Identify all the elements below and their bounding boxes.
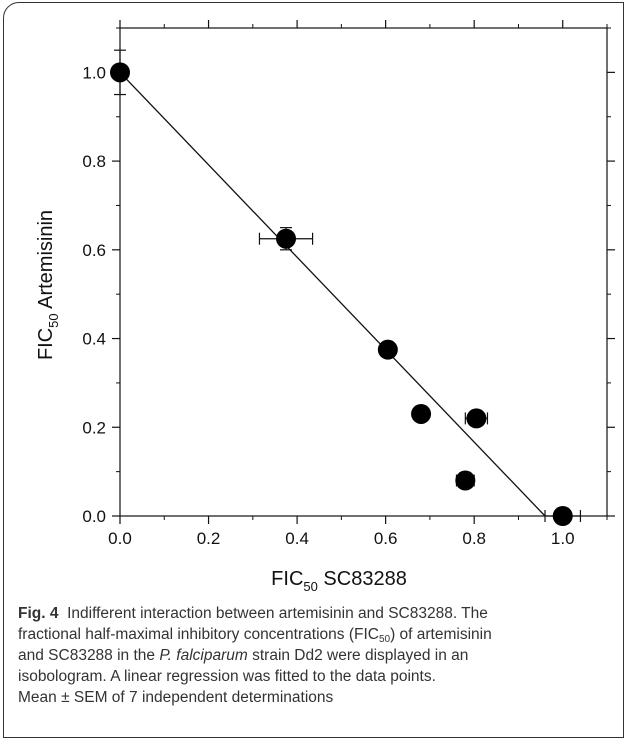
data-points [110, 49, 582, 526]
data-point [276, 228, 297, 249]
chart-ticks: 0.0 0.2 0.4 0.6 0.8 1.0 0.0 0.2 0.4 0.6 0.8 1.0 [82, 20, 615, 548]
caption-line-2b: ) of artemisinin [390, 626, 492, 643]
figure-frame [3, 2, 624, 738]
x-axis-label: FIC50 SC83288 [271, 568, 407, 594]
caption-line-2a: fractional half-maximal inhibitory conce… [18, 626, 379, 643]
data-point [377, 339, 398, 360]
data-point [411, 403, 432, 424]
x-tick-label: 0.4 [285, 529, 309, 548]
figure-label: Fig. 4 [18, 605, 59, 622]
caption-species: P. falciparum [159, 647, 248, 664]
data-point [455, 470, 476, 491]
isobologram-chart: 0.0 0.2 0.4 0.6 0.8 1.0 0.0 0.2 0.4 0.6 0.8 1.0 FIC… [35, 20, 615, 594]
x-tick-label: 1.0 [551, 529, 575, 548]
y-tick-label: 0.2 [82, 418, 106, 437]
x-tick-label: 0.6 [374, 529, 398, 548]
data-point-group [464, 408, 489, 429]
data-point-group [455, 470, 476, 491]
caption-line-3a: and SC83288 in the [18, 647, 160, 664]
y-tick-label: 0.6 [82, 241, 106, 260]
regression-line-group [119, 71, 546, 517]
data-point-group [377, 339, 398, 360]
chart-axes [119, 27, 608, 517]
caption-line-3b: strain Dd2 were displayed in an [247, 647, 469, 664]
data-point-group [110, 49, 130, 96]
y-tick-label: 0.8 [82, 152, 106, 171]
data-point [466, 408, 487, 429]
y-tick-label: 0.4 [82, 330, 106, 349]
y-tick-label: 0.0 [82, 507, 106, 526]
data-point [552, 506, 573, 526]
y-axis-label: FIC50 Artemisinin [35, 210, 61, 360]
plot-frame [119, 27, 608, 517]
x-tick-label: 0.0 [108, 529, 132, 548]
y-tick-label: 1.0 [82, 63, 106, 82]
figure-caption: Fig. 4 Indifferent interaction between a… [18, 603, 613, 708]
data-point [110, 62, 130, 83]
x-tick-label: 0.8 [462, 529, 486, 548]
data-point-group [258, 227, 314, 251]
caption-line-4: isobologram. A linear regression was fit… [18, 668, 436, 685]
caption-line-1: Indifferent interaction between artemisi… [67, 605, 488, 622]
data-point-group [411, 403, 432, 424]
caption-line-2-sub: 50 [378, 634, 391, 645]
data-point-group [544, 506, 582, 526]
regression-line [119, 71, 546, 517]
caption-line-5: Mean ± SEM of 7 independent determinatio… [18, 689, 334, 706]
x-tick-label: 0.2 [197, 529, 221, 548]
